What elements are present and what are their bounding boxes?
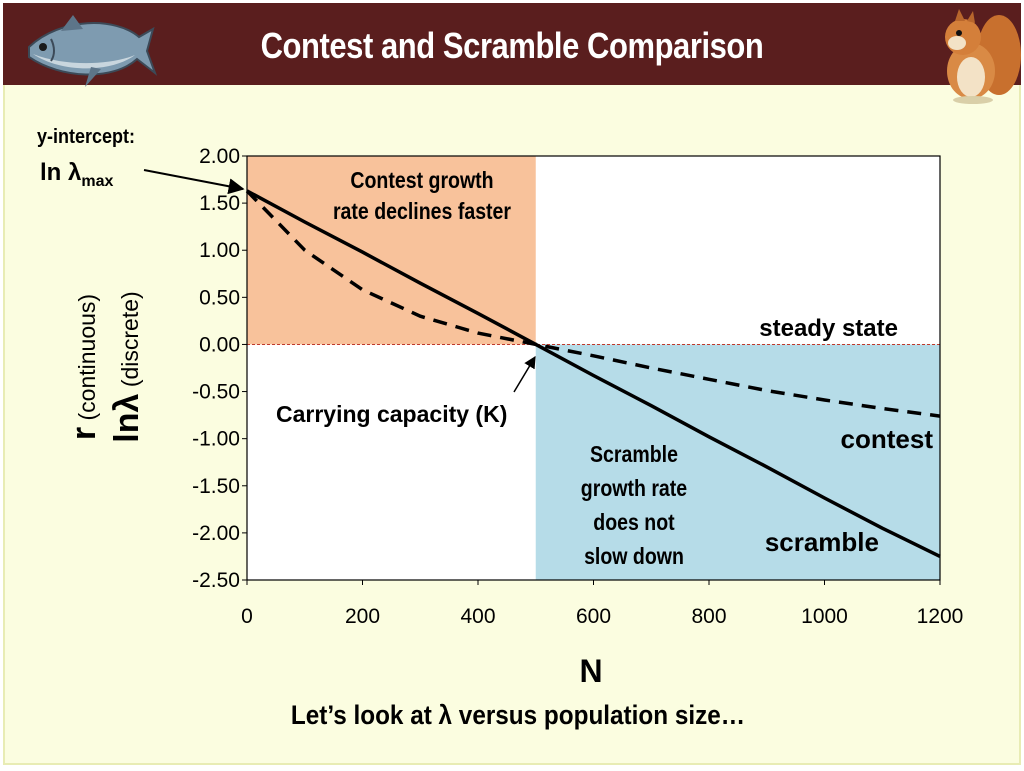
y-axis-label-line-1: r (continuous) <box>64 291 107 442</box>
contest-region-label-2: rate declines faster <box>333 199 511 225</box>
y-intercept-formula: ln λmax <box>40 159 113 190</box>
slide-title: Contest and Scramble Comparison <box>260 25 764 66</box>
y-intercept-subscript: max <box>81 173 113 190</box>
carrying-capacity-arrow <box>513 355 536 393</box>
scramble-series-label: scramble <box>765 527 879 557</box>
scramble-region-label-3: does not <box>593 510 674 536</box>
x-tick-label: 800 <box>691 605 726 628</box>
x-tick-label: 0 <box>241 605 253 628</box>
y-tick-label: -1.50 <box>192 475 240 498</box>
y-tick-label: 0.00 <box>199 333 240 356</box>
y-intercept-arrow <box>143 169 245 195</box>
x-axis-label: N <box>579 653 602 689</box>
y-intercept-heading: y-intercept: <box>37 126 135 148</box>
y-tick-label: 0.50 <box>199 286 240 309</box>
y-tick-label: -2.50 <box>192 569 240 592</box>
x-tick-label: 400 <box>460 605 495 628</box>
x-tick-label: 1000 <box>801 605 848 628</box>
series-contest <box>245 189 941 418</box>
y-tick-label: -2.00 <box>192 522 240 545</box>
y-tick-label: 1.50 <box>199 192 240 215</box>
carrying-capacity-label: Carrying capacity (K) <box>276 401 507 427</box>
x-tick-label: 200 <box>345 605 380 628</box>
y-tick-label: -0.50 <box>192 381 240 404</box>
y-axis-ln-note: (discrete) <box>117 291 143 388</box>
y-axis-label: r (continuous) lnλ (discrete) <box>57 262 157 472</box>
series-scramble <box>246 189 941 558</box>
y-intercept-ln: ln λ <box>40 159 81 186</box>
contest-region-label-1: Contest growth <box>350 168 493 194</box>
scramble-region-label-2: growth rate <box>581 476 687 502</box>
footer-text: Let’s look at λ versus population size… <box>290 700 746 730</box>
header-bar <box>3 3 1021 85</box>
y-tick-label: -1.00 <box>192 428 240 451</box>
scramble-region-label-4: slow down <box>584 544 684 570</box>
y-axis-r-note: (continuous) <box>74 293 100 421</box>
squirrel-icon <box>945 9 1021 104</box>
y-axis-r: r <box>65 426 103 441</box>
y-axis-label-line-2: lnλ (discrete) <box>107 291 150 442</box>
scramble-region-label-1: Scramble <box>590 442 678 468</box>
y-axis-ln: lnλ <box>108 393 146 443</box>
fish-icon <box>28 15 158 87</box>
x-tick-label: 600 <box>576 605 611 628</box>
contest-series-label: contest <box>841 424 934 454</box>
y-tick-label: 1.00 <box>199 239 240 262</box>
x-tick-label: 1200 <box>917 605 964 628</box>
contest-region <box>247 156 536 345</box>
steady-state-label: steady state <box>759 315 898 342</box>
y-tick-label: 2.00 <box>199 145 240 168</box>
